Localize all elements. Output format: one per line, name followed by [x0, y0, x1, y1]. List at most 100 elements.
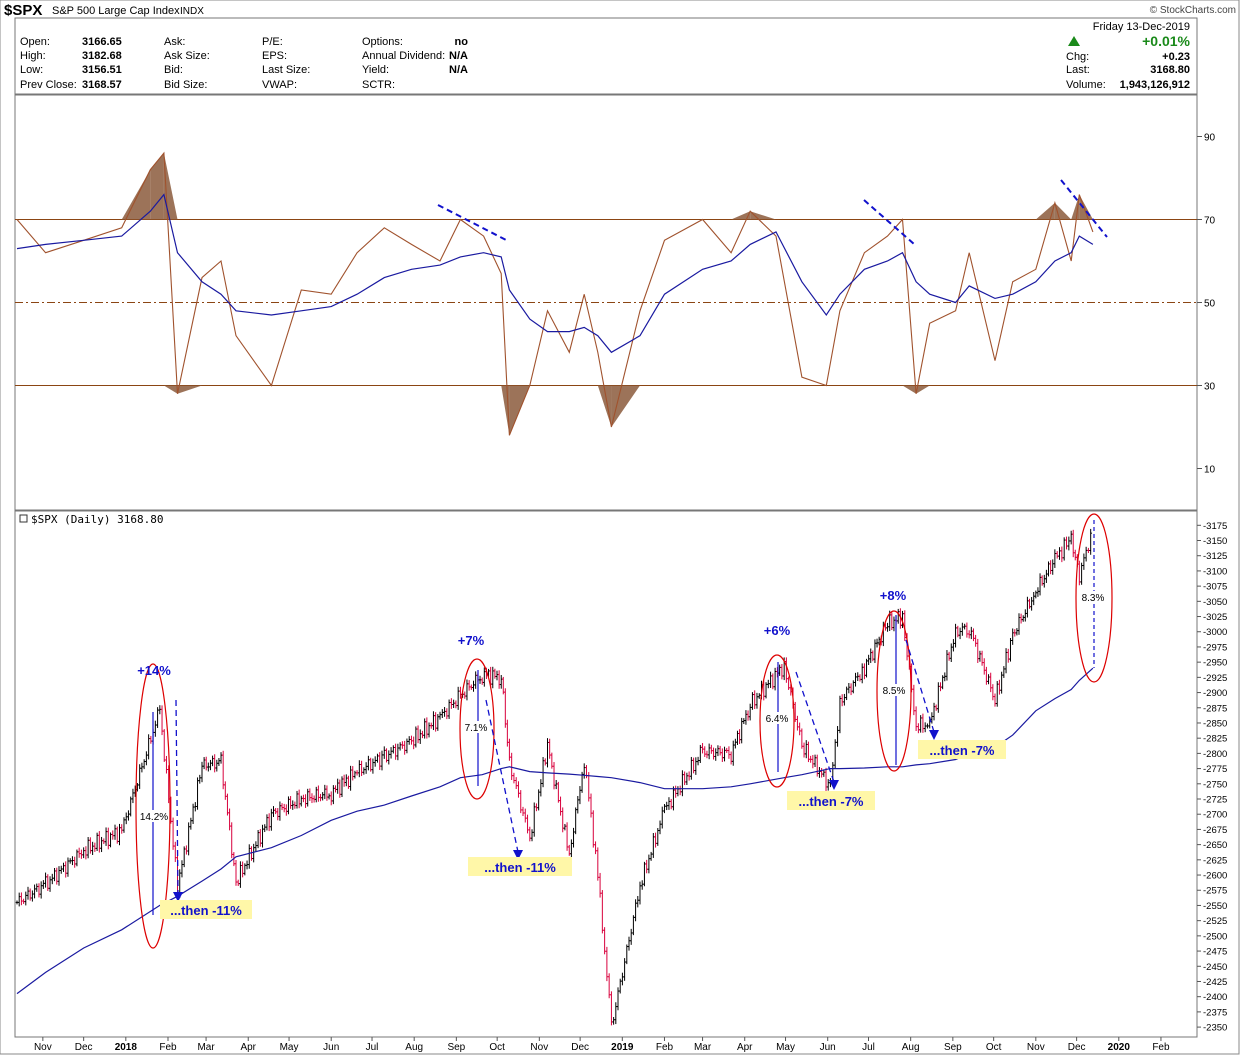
callout-text: ...then -7%: [798, 794, 863, 809]
value-options: no: [455, 36, 469, 48]
price-tick-label: -2800: [1203, 749, 1227, 760]
time-tick-label: Feb: [656, 1042, 674, 1053]
gain-label: +14%: [137, 663, 171, 678]
measure-label-bg: [141, 810, 167, 822]
measure-label-bg: [764, 712, 790, 724]
price-panel: $SPX (Daily) 3168.80 -2350 -2375 -2400 -242…: [14, 510, 1227, 1053]
highlight-ellipse: [459, 658, 495, 800]
time-tick-label: Sep: [447, 1042, 465, 1053]
time-tick-label: Dec: [75, 1042, 93, 1053]
rsi-extreme-fill: [163, 153, 178, 220]
price-tick-label: -3050: [1203, 597, 1227, 608]
label-last-size: Last Size:: [262, 64, 310, 76]
price-tick-label: -2775: [1203, 764, 1227, 775]
time-tick-label: 2020: [1108, 1042, 1131, 1053]
time-tick-label: Jun: [820, 1042, 836, 1053]
value-prev-close: 3168.57: [82, 79, 122, 91]
measure-label: 7.1%: [465, 723, 488, 734]
label-annual-dividend: Annual Dividend:: [362, 50, 445, 62]
value-open: 3166.65: [82, 36, 122, 48]
price-tick-label: -2650: [1203, 840, 1227, 851]
watermark: © StockCharts.com: [1150, 5, 1236, 16]
rsi-tick-label: 30: [1204, 382, 1216, 393]
rsi-line: [16, 151, 1094, 436]
price-tick-label: -2725: [1203, 795, 1227, 806]
time-tick-label: Mar: [197, 1042, 215, 1053]
time-tick-label: Nov: [34, 1042, 52, 1053]
time-tick-label: Nov: [1027, 1042, 1045, 1053]
measure-label-bg: [1080, 591, 1106, 603]
measure-label: 8.5%: [883, 686, 906, 697]
rsi-extreme-fill: [1079, 194, 1093, 220]
value-low: 3156.51: [82, 64, 122, 76]
label-ask: Ask:: [164, 36, 185, 48]
price-tick-label: -2500: [1203, 931, 1227, 942]
price-tick-label: -2350: [1203, 1023, 1227, 1034]
value-high: 3182.68: [82, 50, 122, 62]
decline-arrow-line: [485, 699, 519, 853]
price-tick-label: -2600: [1203, 871, 1227, 882]
rsi-extreme-fill: [731, 211, 751, 220]
price-tick-label: -2550: [1203, 901, 1227, 912]
price-tick-label: -2850: [1203, 718, 1227, 729]
quote-box: [14, 17, 1198, 95]
price-tick-label: -2625: [1203, 855, 1227, 866]
label-prev-close: Prev Close:: [20, 79, 77, 91]
price-tick-label: -2425: [1203, 977, 1227, 988]
rsi-tick-label: 50: [1204, 299, 1216, 310]
rsi-extreme-fill: [121, 169, 151, 220]
rsi-divergence-line-2: [863, 199, 915, 245]
price-tick-label: -2900: [1203, 688, 1227, 699]
label-vwap: VWAP:: [262, 79, 297, 91]
up-arrow-icon: [1068, 36, 1080, 46]
moving-average-line: [16, 667, 1094, 995]
annotations: +14% 14.2% ...then -11% +7% 7.1% ...then -11%…: [135, 513, 1113, 949]
price-tick-label: -3100: [1203, 566, 1227, 577]
rsi-extreme-fill: [150, 153, 164, 220]
callout-box: [160, 900, 252, 919]
price-tick-label: -2950: [1203, 658, 1227, 669]
price-tick-label: -2675: [1203, 825, 1227, 836]
rsi-extreme-fill: [902, 385, 917, 394]
highlight-ellipse: [1075, 513, 1113, 683]
measure-label-bg: [881, 684, 907, 696]
time-tick-label: Oct: [986, 1042, 1002, 1053]
rsi-divergence-line-1: [437, 204, 509, 242]
label-options: Options:: [362, 36, 403, 48]
price-legend: $SPX (Daily) 3168.80: [31, 513, 163, 526]
price-tick-label: -3125: [1203, 551, 1227, 562]
label-open: Open:: [20, 36, 50, 48]
highlight-ellipse: [135, 663, 171, 949]
rsi-extreme-fill: [177, 385, 202, 394]
price-tick-label: -2825: [1203, 734, 1227, 745]
rsi-tick-label: 70: [1204, 216, 1216, 227]
time-tick-label: Apr: [737, 1042, 753, 1053]
measure-label: 14.2%: [140, 812, 168, 823]
price-tick-label: -2575: [1203, 886, 1227, 897]
price-tick-label: -3075: [1203, 582, 1227, 593]
change-pct: +0.01%: [1142, 33, 1190, 49]
rsi-extreme-fill: [916, 385, 930, 394]
callout-text: ...then -11%: [484, 860, 556, 875]
rsi-axis: 10 30 50 70 90: [1197, 133, 1216, 476]
arrow-down-icon: [173, 892, 183, 902]
price-tick-label: -2450: [1203, 962, 1227, 973]
price-tick-label: -3025: [1203, 612, 1227, 623]
price-tick-label: -2875: [1203, 703, 1227, 714]
label-pe: P/E:: [262, 36, 283, 48]
decline-arrow-line: [905, 639, 935, 733]
time-tick-label: Mar: [694, 1042, 712, 1053]
gain-label: +8%: [880, 588, 907, 603]
time-tick-label: Jul: [366, 1042, 379, 1053]
time-tick-label: Sep: [944, 1042, 962, 1053]
label-sctr: SCTR:: [362, 79, 395, 91]
price-tick-label: -2750: [1203, 779, 1227, 790]
price-tick-label: -2400: [1203, 992, 1227, 1003]
rsi-extreme-fill: [1035, 202, 1055, 220]
gain-label: +7%: [458, 633, 485, 648]
time-tick-label: Feb: [159, 1042, 177, 1053]
rsi-extreme-fill: [163, 385, 178, 394]
label-low: Low:: [20, 64, 43, 76]
quote-date: Friday 13-Dec-2019: [1093, 21, 1190, 33]
